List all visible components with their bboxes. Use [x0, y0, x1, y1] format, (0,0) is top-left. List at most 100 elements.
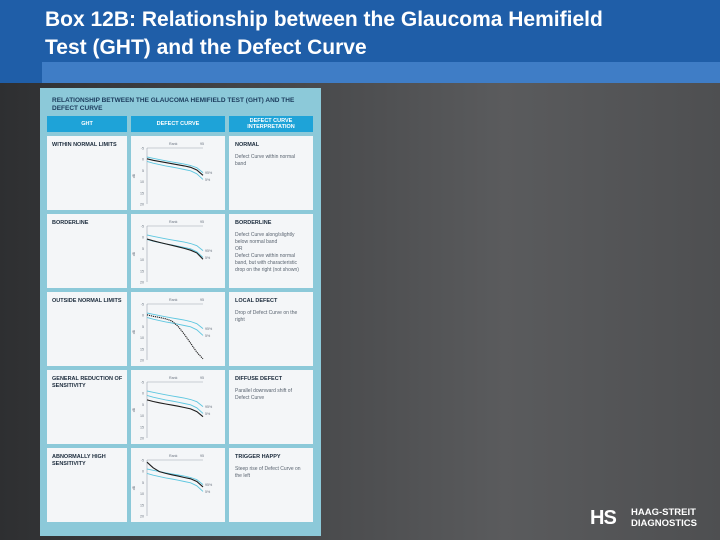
band-label: 5% [205, 334, 211, 338]
normal-band-upper-curve [146, 238, 204, 258]
y-tick-label: 10 [140, 258, 144, 262]
y-axis-label: dB [132, 173, 136, 178]
normal-band-lower-curve [146, 390, 204, 407]
y-tick-label: 20 [140, 515, 144, 519]
figure-title: RELATIONSHIP BETWEEN THE GLAUCOMA HEMIFI… [52, 97, 295, 112]
y-tick-label: 5 [142, 481, 144, 485]
logo-text: HAAG-STREIT DIAGNOSTICS [631, 507, 720, 529]
y-tick-label: -5 [141, 303, 144, 307]
defect-curve-cell: -5 0 5 10 15 20 dB Rank 95 5% 95% [131, 292, 225, 366]
interpretation-title: TRIGGER HAPPY [235, 454, 281, 460]
x-axis-top-label: 95 [200, 142, 204, 146]
band-label: 95% [205, 405, 213, 409]
x-axis-top-label: 95 [200, 298, 204, 302]
ght-label: GENERAL REDUCTION OF SENSITIVITY [52, 376, 123, 389]
y-tick-label: 10 [140, 180, 144, 184]
y-tick-label: 5 [142, 169, 144, 173]
patient-defect-curve [146, 238, 204, 260]
y-tick-label: 15 [140, 347, 144, 351]
y-tick-label: -5 [141, 381, 144, 385]
y-tick-label: 15 [140, 191, 144, 195]
y-tick-label: 0 [142, 236, 144, 240]
interpretation-description: Steep rise of Defect Curve on the left [235, 466, 301, 479]
normal-band-lower-curve [146, 156, 204, 173]
interpretation-cell: NORMAL Defect Curve within normal band [229, 136, 313, 210]
normal-band-lower-curve [146, 312, 204, 329]
x-axis-top-label: 95 [200, 376, 204, 380]
defect-curve-cell: -5 0 5 10 15 20 dB Rank 95 5% 95% [131, 136, 225, 210]
band-label: 5% [205, 178, 211, 182]
y-tick-label: 20 [140, 281, 144, 285]
normal-band-upper-curve [146, 160, 204, 180]
defect-curve-cell: -5 0 5 10 15 20 dB Rank 95 5% 95% [131, 448, 225, 522]
logo-line-2: DIAGNOSTICS [631, 518, 697, 529]
ght-defect-curve-figure: RELATIONSHIP BETWEEN THE GLAUCOMA HEMIFI… [40, 88, 321, 536]
y-tick-label: 0 [142, 314, 144, 318]
ght-label: OUTSIDE NORMAL LIMITS [52, 298, 122, 304]
x-axis-top-label: 95 [200, 220, 204, 224]
x-axis-top-label: Rank [169, 220, 178, 224]
y-tick-label: 15 [140, 503, 144, 507]
ght-cell: ABNORMALLY HIGH SENSITIVITY [47, 448, 127, 522]
band-label: 95% [205, 249, 213, 253]
ght-cell: OUTSIDE NORMAL LIMITS [47, 292, 127, 366]
y-tick-label: 20 [140, 437, 144, 441]
y-tick-label: 20 [140, 203, 144, 207]
y-tick-label: 10 [140, 492, 144, 496]
y-tick-label: 5 [142, 403, 144, 407]
y-tick-label: 10 [140, 414, 144, 418]
band-label: 5% [205, 412, 211, 416]
y-tick-label: -5 [141, 459, 144, 463]
interpretation-description: Drop of Defect Curve on the right [235, 310, 298, 323]
normal-band-upper-curve [146, 472, 204, 492]
patient-defect-curve [146, 314, 204, 360]
interpretation-cell: DIFFUSE DEFECT Parallel downward shift of… [229, 370, 313, 444]
normal-band-upper-curve [146, 316, 204, 336]
defect-curve-plot: -5 0 5 10 15 20 dB Rank 95 5% 95% [132, 376, 213, 441]
band-label: 95% [205, 171, 213, 175]
patient-defect-curve [146, 461, 204, 488]
band-label: 95% [205, 483, 213, 487]
defect-curve-cell: -5 0 5 10 15 20 dB Rank 95 5% 95% [131, 370, 225, 444]
y-tick-label: 0 [142, 392, 144, 396]
ght-label: BORDERLINE [52, 220, 89, 226]
y-tick-label: -5 [141, 225, 144, 229]
band-label: 5% [205, 490, 211, 494]
ght-label: WITHIN NORMAL LIMITS [52, 142, 117, 148]
band-label: 5% [205, 256, 211, 260]
patient-defect-curve [146, 399, 204, 418]
normal-band-upper-curve [146, 394, 204, 414]
patient-defect-curve [146, 158, 204, 176]
y-axis-label: dB [132, 251, 136, 256]
y-tick-label: 15 [140, 269, 144, 273]
interpretation-title: BORDERLINE [235, 220, 272, 226]
x-axis-top-label: Rank [169, 298, 178, 302]
title-accent-strip [42, 62, 720, 83]
x-axis-top-label: 95 [200, 454, 204, 458]
y-axis-label: dB [132, 329, 136, 334]
x-axis-top-label: Rank [169, 142, 178, 146]
defect-curve-cell: -5 0 5 10 15 20 dB Rank 95 5% 95% [131, 214, 225, 288]
x-axis-top-label: Rank [169, 454, 178, 458]
interpretation-cell: BORDERLINE Defect Curve along/slightly be… [229, 214, 313, 288]
y-tick-label: 10 [140, 336, 144, 340]
interpretation-cell: TRIGGER HAPPY Steep rise of Defect Curve … [229, 448, 313, 522]
x-axis-top-label: Rank [169, 376, 178, 380]
normal-band-lower-curve [146, 468, 204, 485]
interpretation-title: NORMAL [235, 142, 260, 148]
defect-curve-plot: -5 0 5 10 15 20 dB Rank 95 5% 95% [132, 220, 213, 285]
y-tick-label: 5 [142, 247, 144, 251]
header-defect-curve: DEFECT CURVE [131, 116, 225, 132]
ght-label: ABNORMALLY HIGH SENSITIVITY [52, 454, 106, 467]
ght-cell: BORDERLINE [47, 214, 127, 288]
interpretation-description: Defect Curve along/slightly below normal… [235, 232, 299, 273]
interpretation-title: LOCAL DEFECT [235, 298, 278, 304]
header-interpretation: DEFECT CURVE INTERPRETATION [229, 116, 313, 132]
defect-curve-plot: -5 0 5 10 15 20 dB Rank 95 5% 95% [132, 454, 213, 519]
y-tick-label: 5 [142, 325, 144, 329]
normal-band-lower-curve [146, 234, 204, 251]
y-axis-label: dB [132, 407, 136, 412]
y-tick-label: 0 [142, 158, 144, 162]
y-tick-label: 15 [140, 425, 144, 429]
defect-curve-plot: -5 0 5 10 15 20 dB Rank 95 5% 95% [132, 142, 213, 207]
